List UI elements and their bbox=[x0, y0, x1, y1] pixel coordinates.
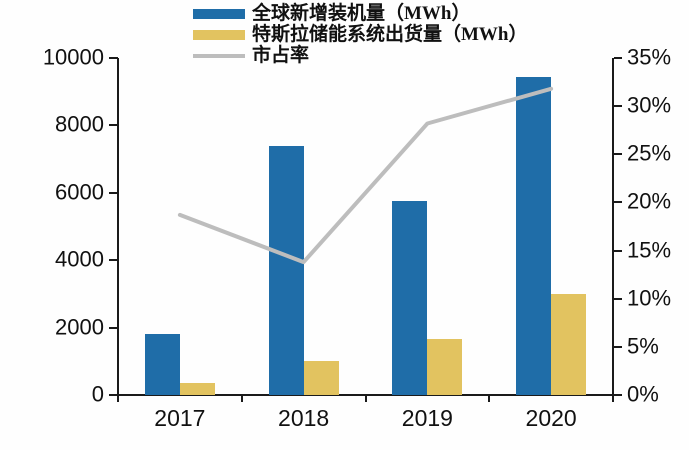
market-share-line bbox=[177, 86, 554, 265]
left-axis-tick bbox=[109, 394, 118, 396]
left-axis-tick bbox=[109, 259, 118, 262]
x-axis-tick bbox=[240, 395, 243, 402]
x-axis-tick bbox=[612, 395, 614, 402]
x-axis-category-label: 2018 bbox=[278, 405, 330, 431]
left-axis-tick bbox=[109, 124, 118, 127]
right-axis-tick-label: 10% bbox=[627, 285, 672, 311]
right-axis-tick-label: 30% bbox=[627, 92, 672, 118]
x-axis-category-label: 2019 bbox=[401, 405, 453, 431]
right-axis-tick bbox=[614, 57, 622, 59]
bar-tesla-shipments-2019 bbox=[427, 339, 463, 395]
legend-swatch-gray-line-icon bbox=[193, 53, 245, 58]
legend-swatch-gold-bar-icon bbox=[193, 29, 245, 40]
left-axis-tick bbox=[109, 191, 118, 194]
right-axis-tick-label: 35% bbox=[627, 44, 672, 70]
x-axis-tick bbox=[117, 395, 119, 402]
left-axis-tick-label: 8000 bbox=[55, 111, 104, 137]
bar-global-capacity-2020 bbox=[516, 76, 552, 395]
legend: 全球新增装机量（MWh） 特斯拉储能系统出货量（MWh） 市占率 bbox=[193, 3, 528, 66]
bar-global-capacity-2017 bbox=[144, 334, 180, 395]
x-axis-category-label: 2020 bbox=[525, 405, 577, 431]
legend-label-tesla-shipments: 特斯拉储能系统出货量（MWh） bbox=[252, 24, 528, 45]
bar-global-capacity-2018 bbox=[268, 145, 304, 395]
left-axis-tick-label: 2000 bbox=[55, 314, 104, 340]
left-axis-line bbox=[117, 58, 119, 402]
left-axis-tick-label: 6000 bbox=[55, 179, 104, 205]
x-axis-category-label: 2017 bbox=[154, 405, 206, 431]
left-axis-tick bbox=[109, 326, 118, 329]
left-axis-tick-label: 10000 bbox=[42, 44, 104, 70]
right-axis-tick bbox=[614, 394, 622, 396]
right-axis-tick-label: 20% bbox=[627, 188, 672, 214]
right-axis-tick-label: 15% bbox=[627, 237, 672, 263]
right-axis-tick bbox=[614, 345, 622, 348]
left-axis-tick-label: 4000 bbox=[55, 246, 104, 272]
x-axis-tick bbox=[364, 395, 367, 402]
x-axis-tick bbox=[488, 395, 491, 402]
right-axis-tick bbox=[614, 297, 622, 300]
legend-label-market-share: 市占率 bbox=[252, 45, 310, 66]
legend-item-global-capacity: 全球新增装机量（MWh） bbox=[193, 3, 528, 24]
bar-global-capacity-2019 bbox=[392, 201, 428, 395]
right-axis-tick bbox=[614, 201, 622, 204]
right-axis-line bbox=[612, 58, 614, 402]
bar-tesla-shipments-2017 bbox=[179, 383, 215, 395]
left-axis-tick-label: 0 bbox=[91, 381, 104, 407]
legend-label-global-capacity: 全球新增装机量（MWh） bbox=[252, 3, 471, 24]
left-axis-tick bbox=[109, 57, 118, 59]
right-axis-tick-label: 0% bbox=[627, 381, 659, 407]
right-axis-tick-label: 25% bbox=[627, 140, 672, 166]
legend-swatch-blue-bar-icon bbox=[193, 8, 245, 19]
legend-item-tesla-shipments: 特斯拉储能系统出货量（MWh） bbox=[193, 24, 528, 45]
bar-tesla-shipments-2018 bbox=[303, 361, 339, 395]
right-axis-tick bbox=[614, 153, 622, 156]
right-axis-tick-label: 5% bbox=[627, 333, 659, 359]
legend-item-market-share: 市占率 bbox=[193, 45, 528, 66]
right-axis-tick bbox=[614, 105, 622, 108]
bar-tesla-shipments-2020 bbox=[551, 293, 587, 395]
right-axis-tick bbox=[614, 249, 622, 252]
